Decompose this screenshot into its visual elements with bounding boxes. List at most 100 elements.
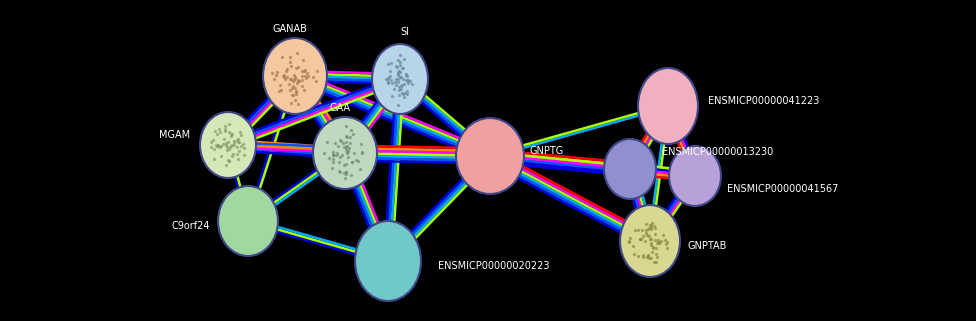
Point	[229, 144, 245, 149]
Point	[387, 82, 403, 87]
Point	[215, 141, 230, 146]
Point	[288, 89, 304, 94]
Point	[346, 151, 361, 156]
Point	[651, 240, 667, 246]
Text: ENSMICP00000020223: ENSMICP00000020223	[438, 261, 549, 271]
Point	[332, 160, 347, 165]
Point	[282, 88, 298, 93]
Point	[301, 74, 316, 79]
Point	[390, 102, 406, 107]
Point	[222, 158, 237, 163]
Point	[383, 77, 398, 82]
Point	[286, 72, 302, 77]
Point	[290, 65, 305, 70]
Point	[297, 67, 312, 72]
Point	[285, 83, 301, 88]
Point	[389, 80, 405, 85]
Point	[628, 228, 643, 233]
Point	[398, 71, 414, 76]
Point	[644, 249, 660, 255]
Point	[334, 138, 349, 143]
Point	[226, 140, 242, 145]
Point	[220, 157, 235, 162]
Point	[288, 91, 304, 96]
Point	[396, 82, 412, 87]
Point	[641, 233, 657, 238]
Point	[388, 77, 404, 82]
Point	[334, 152, 349, 158]
Point	[326, 152, 342, 158]
Point	[274, 55, 290, 60]
Point	[346, 132, 361, 137]
Point	[223, 143, 238, 149]
Point	[276, 72, 292, 77]
Point	[634, 228, 650, 233]
Point	[390, 58, 406, 63]
Point	[393, 90, 409, 95]
Point	[391, 85, 407, 90]
Point	[392, 60, 408, 65]
Point	[399, 73, 415, 78]
Point	[395, 92, 411, 97]
Point	[341, 149, 356, 154]
Point	[650, 240, 666, 246]
Point	[332, 137, 347, 143]
Point	[390, 70, 406, 75]
Point	[316, 151, 332, 156]
Point	[335, 141, 350, 146]
Point	[650, 238, 666, 243]
Point	[339, 169, 354, 175]
Point	[622, 235, 637, 240]
Point	[643, 223, 659, 228]
Point	[207, 157, 223, 162]
Point	[645, 246, 661, 251]
Point	[398, 78, 414, 83]
Point	[337, 175, 352, 180]
Point	[660, 245, 675, 250]
Point	[222, 129, 237, 134]
Point	[393, 87, 409, 92]
Point	[649, 251, 665, 256]
Point	[213, 145, 228, 150]
Point	[330, 143, 346, 149]
Point	[279, 66, 295, 71]
Point	[635, 252, 651, 257]
Point	[218, 127, 233, 132]
Point	[287, 76, 303, 81]
Point	[622, 239, 637, 244]
Point	[283, 100, 299, 105]
Point	[352, 167, 368, 172]
Point	[284, 93, 300, 98]
Point	[296, 57, 311, 63]
Point	[395, 76, 411, 82]
Point	[220, 144, 235, 150]
Point	[269, 69, 285, 74]
Point	[211, 144, 226, 149]
Point	[321, 156, 337, 161]
Point	[391, 93, 407, 98]
Point	[387, 79, 403, 84]
Point	[213, 130, 228, 135]
Point	[283, 77, 299, 82]
Point	[287, 86, 303, 91]
Point	[643, 226, 659, 231]
Point	[402, 78, 418, 83]
Point	[643, 237, 659, 242]
Point	[632, 237, 648, 242]
Point	[284, 85, 300, 90]
Point	[638, 228, 654, 233]
Point	[285, 92, 301, 98]
Point	[219, 163, 234, 168]
Point	[272, 82, 288, 87]
Point	[659, 240, 674, 245]
Point	[210, 132, 225, 137]
Point	[282, 55, 298, 60]
Point	[205, 137, 221, 143]
Point	[273, 87, 289, 92]
Point	[390, 87, 406, 92]
Point	[389, 72, 405, 77]
Point	[217, 128, 232, 134]
Point	[338, 124, 353, 129]
Point	[399, 91, 415, 96]
Point	[393, 74, 409, 80]
